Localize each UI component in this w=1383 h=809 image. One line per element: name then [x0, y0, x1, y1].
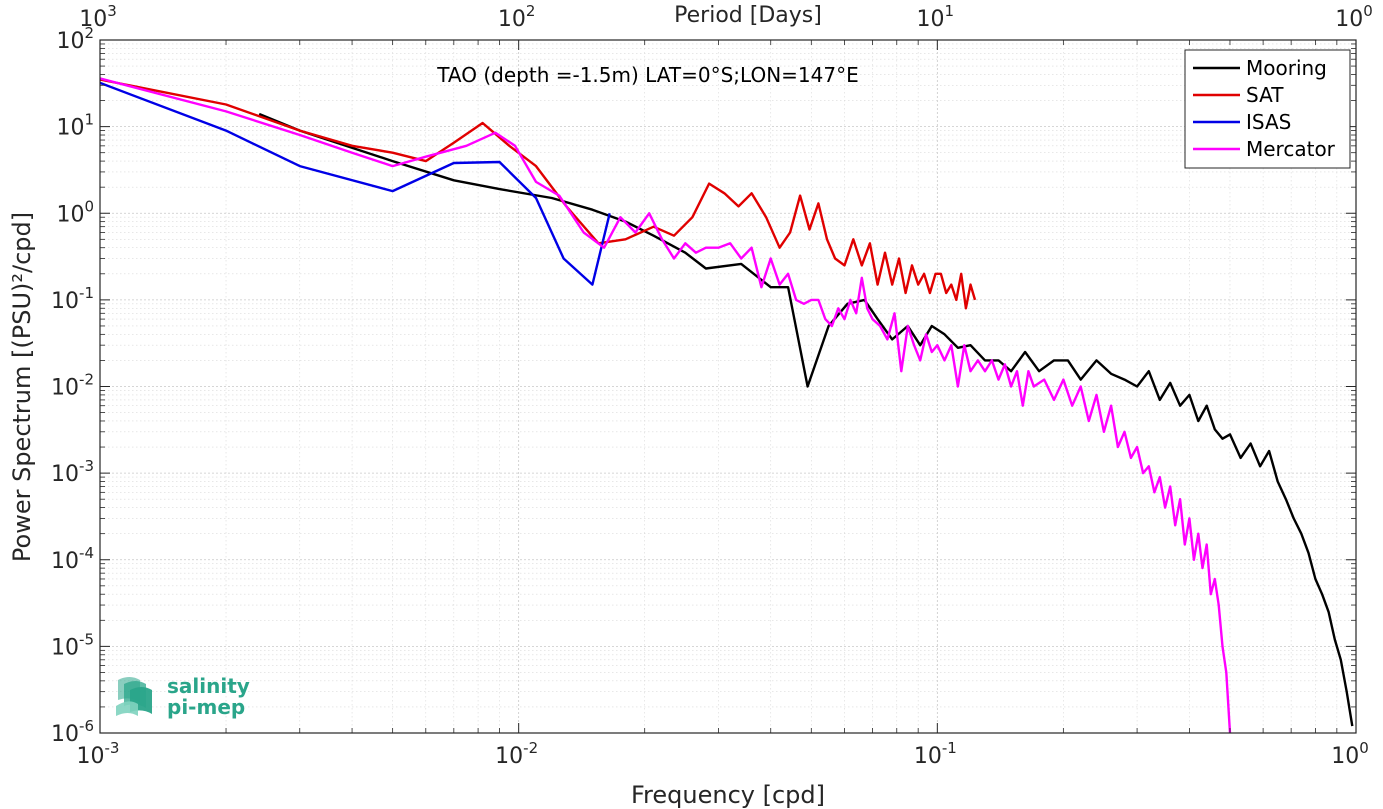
chart-annotation: TAO (depth =-1.5m) LAT=0°S;LON=147°E — [436, 63, 858, 87]
legend-label: Mercator — [1246, 137, 1336, 161]
top-tick-label: 103 — [79, 2, 117, 32]
x-tick-label: 10-2 — [495, 739, 538, 769]
top-axis-title: Period [Days] — [674, 3, 822, 28]
axis-ticks — [99, 39, 1357, 734]
minor-grid — [100, 40, 1356, 733]
legend: Mooring SAT ISAS Mercator — [1184, 49, 1351, 169]
y-axis-title: Power Spectrum [(PSU)²/cpd] — [8, 212, 36, 562]
series-layer — [100, 77, 1354, 733]
y-tick-label: 100 — [56, 197, 94, 227]
x-axis-title: Frequency [cpd] — [631, 781, 825, 809]
salinity-pi-mep-logo: salinity pi-mep — [116, 674, 250, 719]
y-tick-label: 10-4 — [51, 544, 94, 574]
x-tick-label: 10-1 — [914, 739, 957, 769]
y-tick-label: 10-1 — [51, 284, 94, 314]
series-line-isas — [100, 81, 611, 286]
x-tick-labels: 10-3 10-2 10-1 100 — [77, 739, 1369, 769]
x-tick-label: 10-3 — [77, 739, 120, 769]
y-tick-label: 10-3 — [51, 457, 94, 487]
series-line-mercator — [100, 77, 1232, 733]
top-tick-label: 100 — [1335, 2, 1373, 32]
series-line-sat — [100, 78, 977, 310]
series-line-mooring — [258, 112, 1354, 727]
y-tick-label: 102 — [56, 24, 94, 54]
y-tick-label: 10-2 — [51, 371, 94, 401]
legend-label: Mooring — [1246, 56, 1327, 80]
logo-line2: pi-mep — [167, 695, 245, 719]
legend-label: SAT — [1246, 83, 1284, 107]
top-x-tick-labels: 103 102 101 100 — [79, 2, 1373, 32]
x-tick-label: 100 — [1331, 739, 1369, 769]
y-tick-label: 101 — [56, 111, 94, 141]
top-tick-label: 102 — [498, 2, 536, 32]
y-tick-label: 10-6 — [51, 717, 94, 747]
top-tick-label: 101 — [917, 2, 955, 32]
y-tick-labels: 10-6 10-5 10-4 10-3 10-2 10-1 100 101 102 — [51, 24, 94, 747]
legend-label: ISAS — [1246, 110, 1291, 134]
logo-line1: salinity — [167, 674, 250, 698]
y-tick-label: 10-5 — [51, 630, 94, 660]
logo-mark-icon — [116, 677, 152, 716]
